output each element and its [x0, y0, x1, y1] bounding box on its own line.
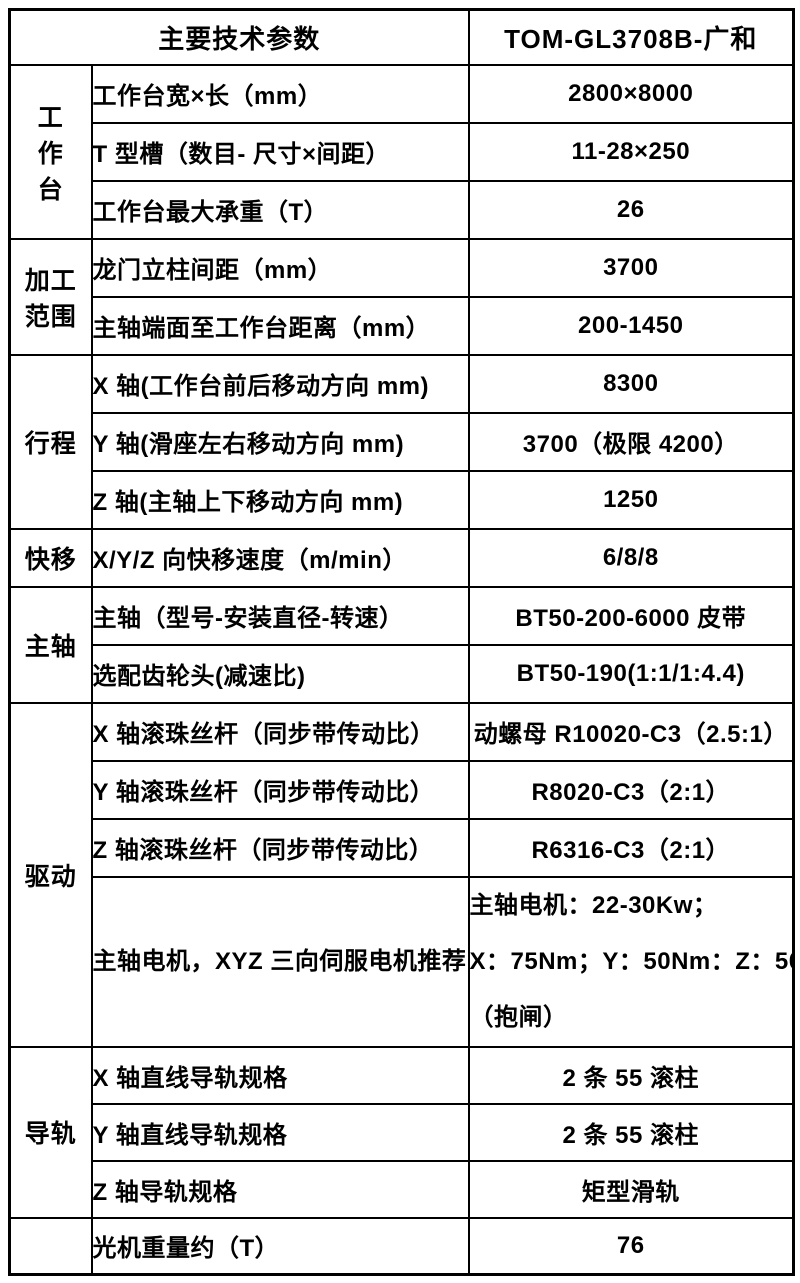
table-row: 加工 范围 龙门立柱间距（mm） 3700	[8, 237, 795, 356]
param-cell: 主轴电机，XYZ 三向伺服电机推荐	[90, 875, 470, 1048]
table-row: 主轴 主轴（型号-安装直径-转速） BT50-200-6000 皮带	[8, 585, 795, 704]
spec-table: 主要技术参数 TOM-GL3708B-广和 工 作 台 工作台宽×长（mm） 2…	[8, 8, 796, 1276]
value-cell: 200-1450	[467, 295, 795, 356]
value-cell: 动螺母 R10020-C3（2.5:1）	[467, 701, 795, 762]
value-cell: 8300	[467, 353, 795, 414]
param-cell: 光机重量约（T）	[90, 1216, 470, 1276]
table-row: Z 轴滚珠丝杆（同步带传动比） R6316-C3（2:1）	[10, 817, 795, 878]
value-cell: 3700（极限 4200）	[467, 411, 795, 472]
param-cell: X 轴(工作台前后移动方向 mm)	[90, 353, 470, 414]
param-cell: 选配齿轮头(减速比)	[90, 643, 470, 704]
value-cell: 76	[467, 1216, 795, 1276]
value-cell: BT50-190(1:1/1:4.4)	[467, 643, 795, 704]
table-row: 快移 X/Y/Z 向快移速度（m/min） 6/8/8	[8, 527, 795, 588]
table-row: 工作台最大承重（T） 26	[10, 179, 795, 240]
table-row: Y 轴(滑座左右移动方向 mm) 3700（极限 4200）	[10, 411, 795, 472]
param-cell: X/Y/Z 向快移速度（m/min）	[90, 527, 470, 588]
param-cell: 主轴（型号-安装直径-转速）	[90, 585, 470, 646]
motor-value-line: （抱闸）	[469, 1003, 568, 1031]
value-cell: 2800×8000	[467, 63, 795, 124]
value-cell: 2 条 55 滚柱	[467, 1045, 795, 1105]
group-cell-drive: 驱动	[8, 701, 93, 1048]
table-row: 选配齿轮头(减速比) BT50-190(1:1/1:4.4)	[10, 643, 795, 704]
header-model-title: TOM-GL3708B-广和	[467, 8, 795, 66]
value-cell: R6316-C3（2:1）	[467, 817, 795, 878]
value-cell: R8020-C3（2:1）	[467, 759, 795, 820]
value-cell: 11-28×250	[467, 121, 795, 182]
param-cell: Z 轴(主轴上下移动方向 mm)	[90, 469, 470, 530]
param-cell: Y 轴(滑座左右移动方向 mm)	[90, 411, 470, 472]
group-char: 作	[37, 139, 64, 168]
group-cell-spindle: 主轴	[8, 585, 93, 704]
table-row: 驱动 X 轴滚珠丝杆（同步带传动比） 动螺母 R10020-C3（2.5:1）	[8, 701, 795, 1048]
motor-value-line: 主轴电机：22-30Kw；	[469, 891, 718, 919]
param-cell: Z 轴导轨规格	[90, 1159, 470, 1219]
table-row: 行程 X 轴(工作台前后移动方向 mm) 8300	[8, 353, 795, 530]
param-cell: X 轴直线导轨规格	[90, 1045, 470, 1105]
value-cell: 3700	[467, 237, 795, 298]
value-cell: 26	[467, 179, 795, 240]
table-row-motor: 主轴电机，XYZ 三向伺服电机推荐 主轴电机：22-30Kw； X：75Nm；Y…	[10, 875, 795, 1048]
value-cell: 6/8/8	[467, 527, 795, 588]
param-cell: 工作台宽×长（mm）	[90, 63, 470, 124]
table-row: Z 轴导轨规格 矩型滑轨	[10, 1159, 795, 1219]
header-row: 主要技术参数 TOM-GL3708B-广和	[8, 8, 795, 66]
table-row: Z 轴(主轴上下移动方向 mm) 1250	[10, 469, 795, 530]
table-row: 光机重量约（T） 76	[8, 1216, 795, 1276]
group-line: 范围	[24, 302, 77, 331]
table-row: Y 轴直线导轨规格 2 条 55 滚柱	[10, 1102, 795, 1162]
value-cell: 主轴电机：22-30Kw； X：75Nm；Y：50Nm：Z：50Nm （抱闸）	[467, 875, 795, 1048]
param-cell: 主轴端面至工作台距离（mm）	[90, 295, 470, 356]
group-cell-range: 加工 范围	[8, 237, 93, 356]
param-cell: Z 轴滚珠丝杆（同步带传动比）	[90, 817, 470, 878]
table-row: T 型槽（数目- 尺寸×间距） 11-28×250	[10, 121, 795, 182]
group-char: 工	[37, 103, 64, 132]
value-cell: 矩型滑轨	[467, 1159, 795, 1219]
group-cell-rapid: 快移	[8, 527, 93, 588]
table-row: 工 作 台 工作台宽×长（mm） 2800×8000	[8, 63, 795, 240]
param-cell: Y 轴直线导轨规格	[90, 1102, 470, 1162]
table-row: Y 轴滚珠丝杆（同步带传动比） R8020-C3（2:1）	[10, 759, 795, 820]
group-line: 加工	[24, 266, 77, 295]
motor-value-line: X：75Nm；Y：50Nm：Z：50Nm	[469, 947, 792, 975]
param-cell: X 轴滚珠丝杆（同步带传动比）	[90, 701, 470, 762]
table-row: 导轨 X 轴直线导轨规格 2 条 55 滚柱	[8, 1045, 795, 1219]
table-row: 主轴端面至工作台距离（mm） 200-1450	[10, 295, 795, 356]
value-cell: 1250	[467, 469, 795, 530]
group-cell-worktable: 工 作 台	[8, 63, 93, 240]
group-char: 台	[37, 175, 64, 204]
value-cell: 2 条 55 滚柱	[467, 1102, 795, 1162]
header-param-title: 主要技术参数	[8, 8, 470, 66]
value-cell: BT50-200-6000 皮带	[467, 585, 795, 646]
param-cell: 工作台最大承重（T）	[90, 179, 470, 240]
group-cell-empty	[8, 1216, 93, 1276]
param-cell: 龙门立柱间距（mm）	[90, 237, 470, 298]
param-cell: Y 轴滚珠丝杆（同步带传动比）	[90, 759, 470, 820]
param-cell: T 型槽（数目- 尺寸×间距）	[90, 121, 470, 182]
group-cell-guide: 导轨	[8, 1045, 93, 1219]
group-cell-travel: 行程	[8, 353, 93, 530]
